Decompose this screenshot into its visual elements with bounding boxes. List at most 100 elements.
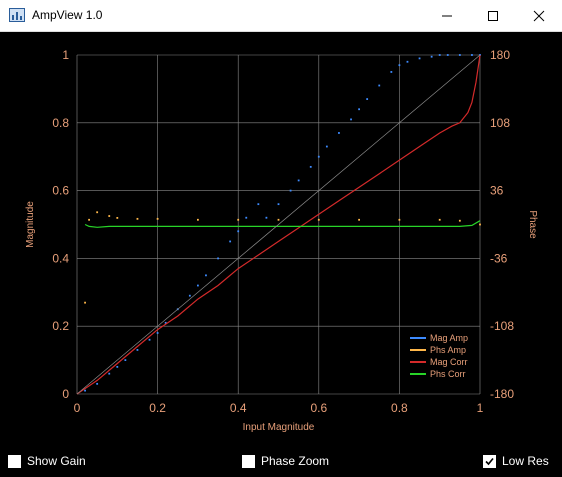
x-tick-label: 0.4 [230,401,247,415]
low-res-box[interactable] [483,454,496,468]
data-point-phs-amp [317,218,320,221]
close-button[interactable] [516,0,562,31]
data-point-mag-amp [96,382,99,385]
data-point-mag-amp [438,54,441,56]
data-point-mag-amp [471,54,473,56]
data-point-mag-amp [265,216,268,219]
x-tick-label: 0 [74,401,81,415]
controls-bar: Show Gain Phase Zoom Low Res [0,449,562,473]
legend-label: Mag Amp [430,333,468,343]
x-tick-label: 0.6 [310,401,327,415]
y2-tick-label: -108 [490,319,514,333]
y-axis-label: Magnitude [25,201,36,248]
data-point-phs-amp [479,223,481,226]
data-point-phs-amp [398,218,401,221]
data-point-mag-amp [418,57,421,60]
y-tick-label: 0 [62,387,69,401]
data-point-mag-amp [136,349,139,351]
data-point-mag-amp [317,155,320,158]
data-point-mag-amp [124,359,127,361]
data-point-mag-amp [350,118,352,121]
data-point-mag-amp [309,165,312,168]
show-gain-box[interactable] [8,454,21,468]
y-tick-label: 0.6 [52,184,69,198]
data-point-phs-amp [84,301,86,304]
maximize-icon [488,10,498,21]
data-point-mag-amp [338,132,340,134]
checkmark-icon [485,457,494,465]
x-tick-label: 0.2 [149,401,166,415]
data-point-mag-amp [217,257,219,260]
data-point-phs-amp [136,217,139,220]
phase-zoom-checkbox[interactable]: Phase Zoom [242,454,329,468]
data-point-mag-amp [277,203,280,206]
data-point-mag-amp [84,389,86,392]
data-point-phs-amp [358,218,360,221]
data-point-phs-amp [108,215,111,217]
data-point-mag-amp [297,179,300,182]
y2-tick-label: 36 [490,184,504,198]
data-point-phs-amp [116,217,119,219]
y2-tick-label: 108 [490,116,510,130]
data-point-mag-amp [156,332,159,334]
data-point-mag-amp [458,54,461,56]
window-title: AmpView 1.0 [32,8,103,22]
x-tick-label: 1 [477,401,484,415]
y-tick-label: 0.2 [52,319,69,333]
y-tick-label: 0.8 [52,116,69,130]
data-point-mag-amp [398,64,401,67]
show-gain-checkbox[interactable]: Show Gain [8,454,86,468]
y-tick-label: 1 [62,48,69,62]
x-axis-label: Input Magnitude [243,422,315,433]
close-icon [533,10,545,21]
y-tick-label: 0.4 [52,251,69,265]
legend-label: Phs Corr [430,369,466,379]
y2-tick-label: -180 [490,387,514,401]
phase-zoom-label: Phase Zoom [261,454,330,468]
identity-line [76,54,481,395]
phase-zoom-box[interactable] [242,454,255,468]
data-point-mag-amp [446,54,449,56]
series-line-mag-corr [76,54,481,395]
legend-label: Mag Corr [430,357,468,367]
data-point-phs-amp [197,218,199,221]
y2-axis-label: Phase [527,210,538,239]
data-point-mag-amp [245,216,248,219]
data-point-mag-amp [358,108,360,111]
data-point-phs-amp [156,217,159,220]
data-point-mag-amp [366,98,369,100]
data-point-mag-amp [164,321,167,324]
data-point-mag-amp [237,230,240,233]
series-line-phs-corr [84,220,481,228]
title-bar[interactable]: AmpView 1.0 [0,0,562,32]
data-point-phs-amp [458,219,461,222]
data-point-mag-amp [108,372,111,375]
maximize-button[interactable] [470,0,516,31]
data-point-phs-amp [237,218,240,221]
data-point-phs-amp [96,211,99,214]
show-gain-label: Show Gain [27,454,86,468]
y2-tick-label: 180 [490,48,510,62]
y2-tick-label: -36 [490,251,508,265]
data-point-phs-amp [88,218,90,221]
minimize-button[interactable] [424,0,470,31]
data-point-mag-amp [148,338,151,341]
data-point-phs-amp [438,218,441,221]
data-point-mag-amp [325,145,328,148]
data-point-mag-amp [257,203,260,206]
data-point-mag-amp [378,84,381,87]
minimize-icon [442,15,452,16]
legend-label: Phs Amp [430,345,466,355]
data-point-mag-amp [229,240,232,243]
data-point-mag-amp [205,274,207,277]
app-chart-icon [9,8,25,22]
data-point-mag-amp [197,284,199,287]
x-tick-label: 0.8 [391,401,408,415]
low-res-checkbox[interactable]: Low Res [483,454,549,468]
data-point-phs-amp [277,218,280,221]
amp-chart: 0 0.2 0.4 0.6 0.8 1 0 0.2 0.4 0.6 0.8 1 -180 -108 -36 3… [25,48,538,433]
data-point-mag-amp [406,60,409,63]
data-point-mag-amp [430,55,433,58]
low-res-label: Low Res [502,454,549,468]
